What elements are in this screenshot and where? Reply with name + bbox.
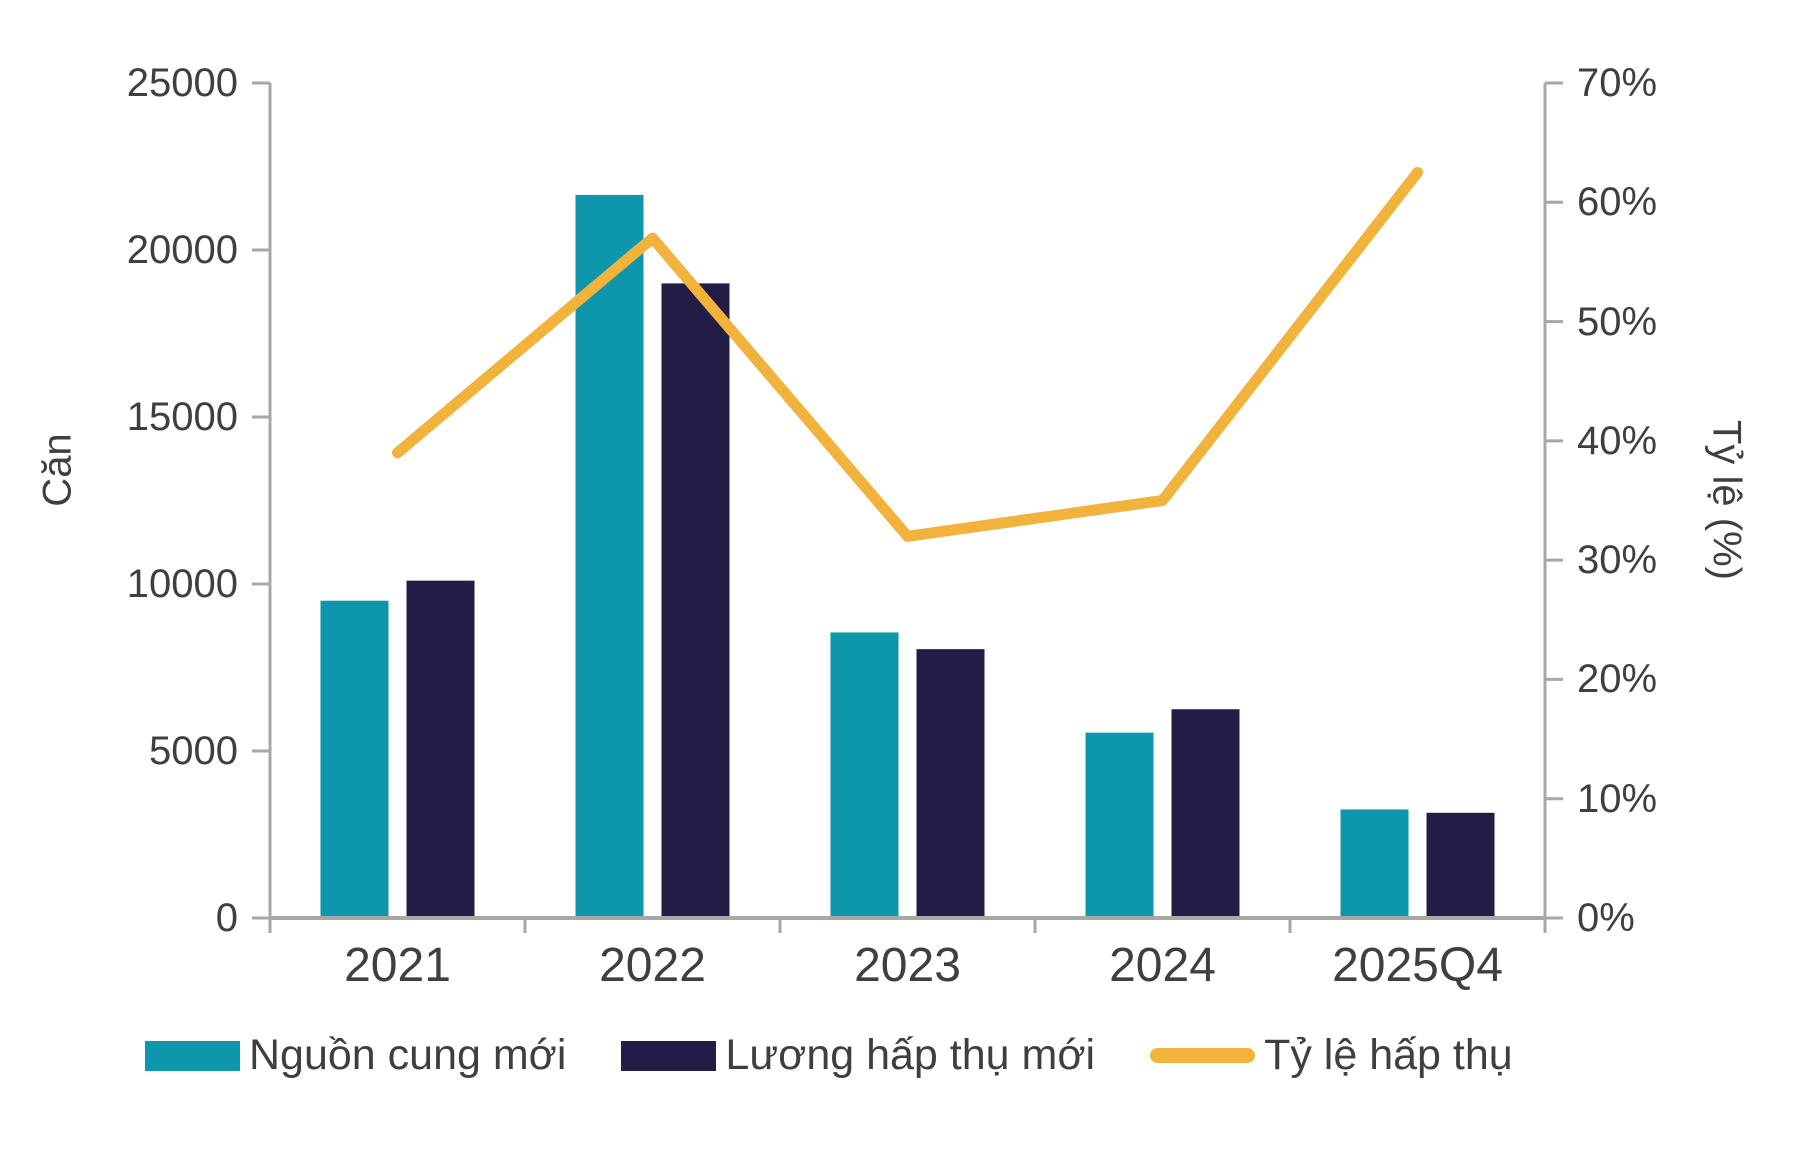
legend-item-absorption-rate: Tỷ lệ hấp thụ: [1150, 1031, 1513, 1079]
bar-absorption-2022: [661, 283, 730, 918]
bar-new-supply-2023: [830, 632, 899, 918]
left-axis-tick-label: 25000: [126, 61, 238, 105]
left-axis-tick-label: 20000: [126, 228, 238, 272]
new-supply-swatch: [145, 1040, 240, 1071]
absorption-swatch: [621, 1040, 717, 1071]
bar-new-supply-2021: [320, 600, 389, 918]
bar-new-supply-2024: [1085, 732, 1154, 918]
right-axis-tick-label: 10%: [1577, 776, 1658, 821]
absorption-rate-line-swatch: [1150, 1048, 1256, 1064]
bar-new-supply-2022: [575, 194, 644, 918]
legend-label-new-supply: Nguồn cung mới: [249, 1031, 567, 1079]
absorption-rate-line: [392, 166, 1423, 542]
x-axis-category-label: 2023: [854, 939, 961, 992]
x-axis-category-label: 2022: [599, 939, 706, 992]
right-axis-title: Tỷ lệ (%): [1704, 420, 1749, 580]
x-axis-category-label: 2025Q4: [1332, 939, 1503, 992]
right-axis-tick-label: 30%: [1577, 538, 1658, 583]
right-axis-tick-label: 70%: [1577, 61, 1658, 105]
x-axis-category-label: 2024: [1109, 939, 1216, 992]
right-axis-tick-label: 40%: [1577, 418, 1658, 463]
bar-absorption-2025Q4: [1426, 812, 1495, 918]
legend-item-new-supply: Nguồn cung mới: [145, 1031, 567, 1079]
right-axis-tick-label: 60%: [1577, 180, 1658, 225]
legend-item-absorption: Lương hấp thụ mới: [621, 1031, 1096, 1079]
right-axis-tick-label: 0%: [1577, 896, 1635, 940]
right-axis-tick-label: 50%: [1577, 299, 1658, 344]
chart-legend: Nguồn cung mới Lương hấp thụ mới Tỷ lệ h…: [145, 1031, 1513, 1079]
bar-absorption-2021: [406, 580, 475, 918]
bar-absorption-2023: [916, 649, 985, 918]
left-axis-tick-label: 10000: [126, 562, 238, 606]
left-axis-tick-label: 15000: [126, 395, 238, 439]
x-axis-category-label: 2021: [344, 939, 451, 992]
left-axis-tick-label: 5000: [149, 729, 238, 773]
left-axis-tick-label: 0: [215, 896, 238, 940]
left-axis-title: Căn: [35, 433, 80, 507]
bar-absorption-2024: [1171, 709, 1240, 918]
legend-label-absorption-rate: Tỷ lệ hấp thụ: [1264, 1031, 1513, 1079]
bar-new-supply-2025Q4: [1340, 809, 1409, 918]
right-axis-tick-label: 20%: [1577, 657, 1658, 702]
legend-label-absorption: Lương hấp thụ mới: [725, 1031, 1096, 1079]
